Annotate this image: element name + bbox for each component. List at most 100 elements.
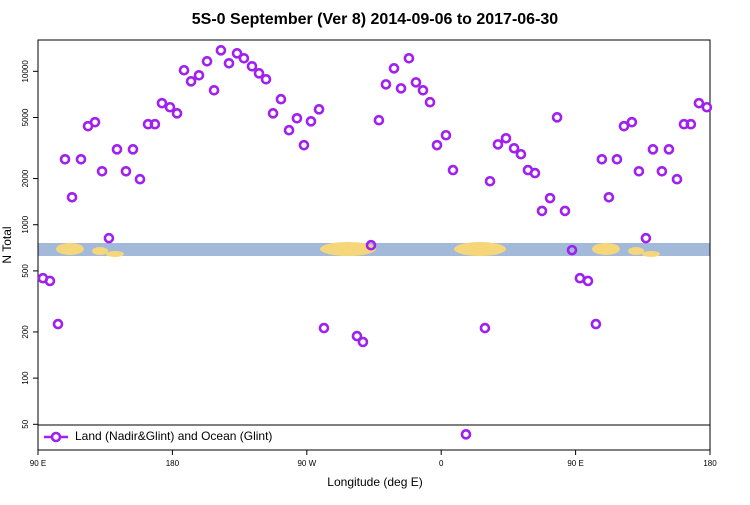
data-point — [298, 139, 310, 151]
data-point — [283, 124, 295, 136]
data-point — [373, 114, 385, 126]
data-point — [663, 144, 675, 155]
data-point — [424, 96, 436, 108]
data-point — [685, 118, 697, 130]
data-point — [596, 153, 608, 165]
data-point — [460, 429, 472, 440]
data-point — [551, 112, 563, 123]
data-point — [52, 318, 64, 330]
data-point — [178, 64, 190, 76]
data-point — [238, 52, 250, 64]
legend-marker — [50, 431, 62, 443]
y-tick-label: 5000 — [21, 108, 30, 126]
data-point — [582, 275, 594, 287]
data-point — [603, 191, 615, 203]
data-point — [111, 144, 123, 155]
data-point — [201, 56, 213, 67]
data-point — [149, 118, 161, 130]
data-point — [515, 148, 527, 160]
data-point — [656, 165, 668, 177]
data-point — [395, 83, 407, 94]
data-point — [127, 144, 139, 155]
data-point — [365, 239, 377, 251]
data-point — [671, 173, 683, 185]
chart-title: 5S-0 September (Ver 8) 2014-09-06 to 201… — [192, 11, 559, 28]
data-point — [253, 68, 265, 79]
data-point — [231, 48, 243, 59]
data-point — [59, 153, 71, 165]
data-point — [66, 191, 78, 203]
data-point — [305, 116, 317, 127]
data-point — [351, 330, 363, 342]
data-point — [431, 139, 443, 151]
data-point — [693, 97, 705, 109]
data-point — [566, 244, 578, 256]
data-point — [318, 322, 330, 334]
data-point — [508, 142, 520, 154]
x-tick-label: 90 W — [297, 459, 316, 468]
y-tick-label: 10000 — [21, 60, 30, 83]
data-point — [492, 139, 504, 150]
x-tick-label: 90 E — [30, 459, 46, 468]
y-tick-label: 200 — [21, 325, 30, 339]
data-point — [185, 76, 197, 87]
data-point — [640, 232, 652, 244]
y-tick-label: 2000 — [21, 169, 30, 187]
data-point — [164, 101, 176, 113]
data-point — [275, 93, 287, 105]
data-point — [529, 167, 541, 179]
data-point — [626, 116, 638, 128]
data-point — [260, 74, 272, 85]
data-point — [223, 57, 235, 69]
data-point — [208, 85, 220, 96]
plot-frame — [37, 39, 711, 451]
data-point — [134, 173, 146, 185]
y-tick-label: 50 — [21, 419, 30, 428]
data-point — [156, 97, 168, 109]
data-point — [120, 165, 132, 177]
data-point — [75, 153, 87, 165]
data-point — [536, 205, 548, 217]
data-point — [171, 108, 183, 119]
x-tick-label: 90 E — [567, 459, 583, 468]
data-point — [590, 318, 602, 330]
data-point — [410, 77, 422, 88]
y-tick-label: 500 — [21, 264, 30, 278]
data-point — [388, 63, 400, 74]
x-tick-label: 180 — [703, 459, 717, 468]
data-point — [618, 120, 630, 132]
data-point — [291, 112, 303, 124]
data-point — [417, 85, 429, 96]
y-tick-label: 100 — [21, 371, 30, 385]
data-point — [89, 116, 101, 128]
data-point — [440, 129, 452, 141]
data-point — [193, 69, 205, 81]
x-tick-label: 0 — [439, 459, 444, 468]
data-point — [246, 61, 258, 72]
data-point — [633, 165, 645, 177]
data-point — [484, 175, 496, 187]
data-point — [103, 232, 115, 244]
data-point — [647, 144, 659, 155]
data-point — [447, 164, 459, 176]
data-point — [479, 322, 491, 334]
data-point — [701, 101, 713, 113]
data-point — [611, 153, 623, 165]
data-point — [559, 205, 571, 217]
data-point — [44, 275, 56, 287]
data-point — [215, 45, 227, 56]
y-axis-label: N Total — [0, 226, 14, 263]
x-axis-label: Longitude (deg E) — [327, 475, 422, 489]
data-point — [357, 336, 369, 348]
data-point — [544, 192, 556, 204]
data-point — [380, 79, 392, 90]
y-tick-label: 1000 — [21, 215, 30, 233]
legend-label: Land (Nadir&Glint) and Ocean (Glint) — [75, 429, 272, 443]
data-point — [403, 52, 415, 64]
data-point — [267, 108, 279, 119]
x-tick-label: 180 — [166, 459, 180, 468]
data-point — [500, 132, 512, 144]
data-point — [313, 104, 325, 115]
data-point — [96, 165, 108, 177]
